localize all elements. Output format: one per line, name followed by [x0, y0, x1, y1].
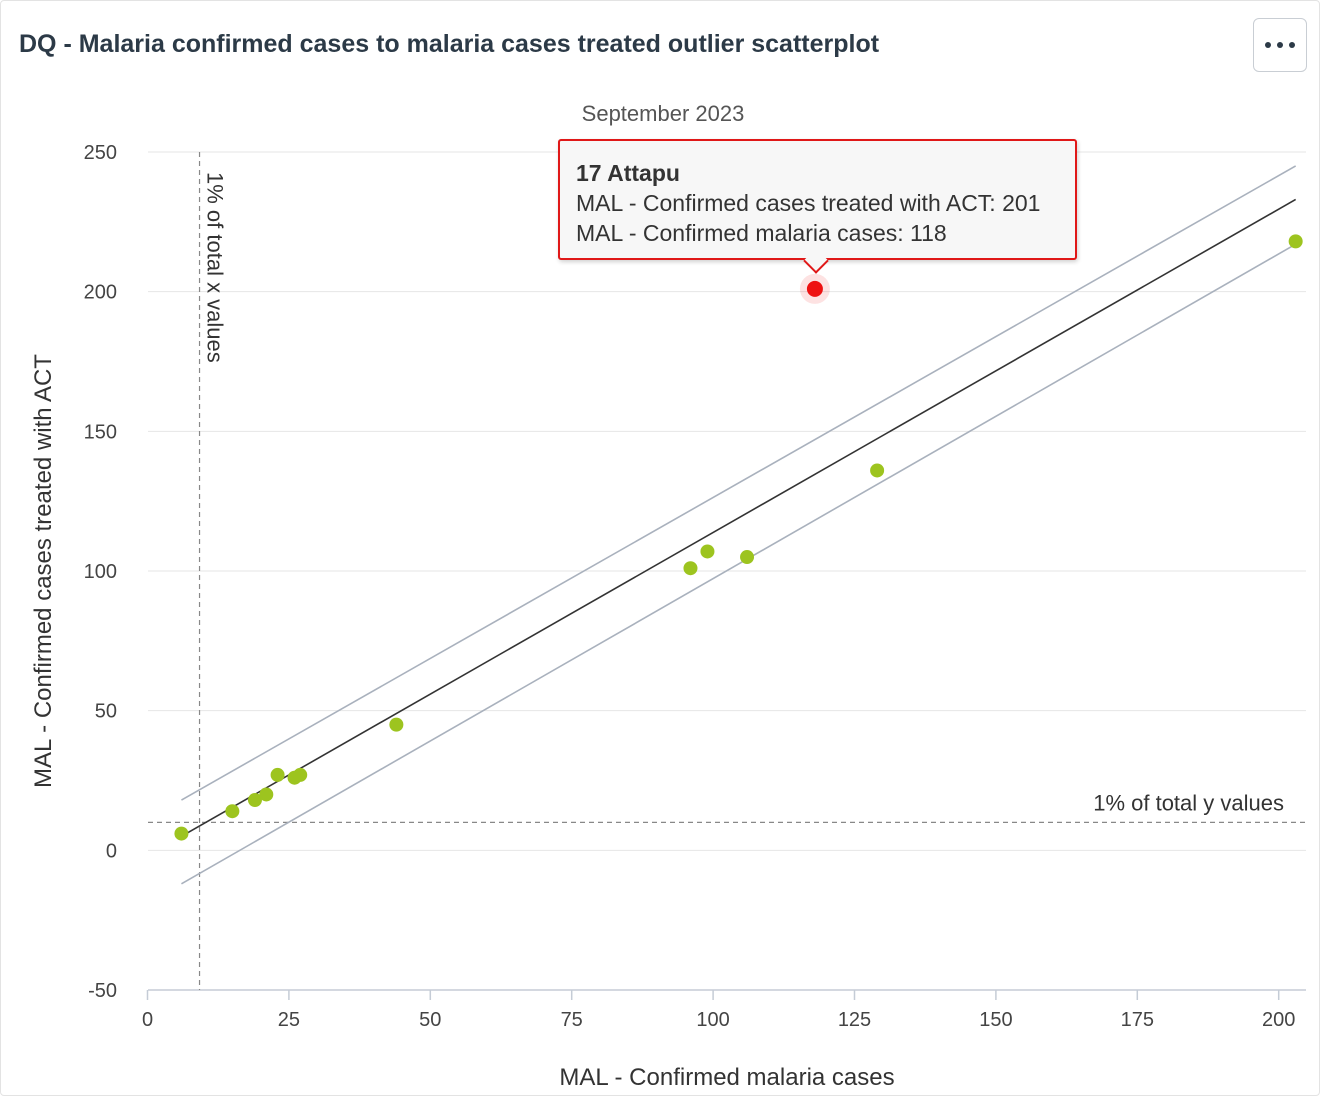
data-point — [247, 793, 262, 808]
y-axis-label: MAL - Confirmed cases treated with ACT — [30, 354, 57, 788]
x-tick-label: 200 — [1262, 1009, 1295, 1031]
upper-bound-line — [181, 165, 1297, 801]
data-point — [259, 787, 274, 802]
tooltip-org-unit: 17 Attapu — [576, 160, 680, 186]
more-horizontal-icon — [1265, 42, 1295, 48]
data-point — [225, 804, 240, 819]
outlier-point — [806, 280, 823, 297]
x-tick-label: 0 — [142, 1009, 153, 1031]
data-point — [740, 550, 755, 565]
data-point — [293, 767, 308, 782]
y-tick-label: 50 — [95, 701, 117, 723]
x-axis-label: MAL - Confirmed malaria cases — [559, 1064, 894, 1091]
y-tick-label: -50 — [88, 980, 117, 1002]
point-tooltip: 17 Attapu MAL - Confirmed cases treated … — [558, 139, 1077, 274]
y-tick-label: 100 — [84, 561, 117, 583]
x-threshold-label: 1% of total x values — [203, 172, 228, 363]
chart-subtitle: September 2023 — [582, 101, 745, 126]
more-options-button[interactable] — [1253, 18, 1307, 72]
x-tick-label: 75 — [561, 1009, 583, 1031]
y-tick-label: 200 — [84, 282, 117, 304]
data-point — [683, 561, 698, 576]
x-tick-label: 125 — [838, 1009, 871, 1031]
data-point — [389, 717, 404, 732]
x-tick-label: 150 — [979, 1009, 1012, 1031]
x-tick-label: 50 — [419, 1009, 441, 1031]
y-tick-label: 0 — [106, 840, 117, 862]
data-point — [270, 767, 285, 782]
data-point — [870, 463, 885, 478]
y-threshold-label: 1% of total y values — [1093, 790, 1284, 815]
y-tick-label: 250 — [84, 142, 117, 164]
x-tick-label: 25 — [278, 1009, 300, 1031]
tooltip-y-value: MAL - Confirmed cases treated with ACT: … — [576, 190, 1041, 216]
x-tick-label: 175 — [1121, 1009, 1154, 1031]
data-point — [174, 826, 189, 841]
tooltip-x-value: MAL - Confirmed malaria cases: 118 — [576, 220, 947, 246]
data-point — [700, 544, 715, 559]
regression-line — [181, 198, 1297, 838]
data-point — [1288, 234, 1303, 249]
y-tick-label: 150 — [84, 421, 117, 443]
lower-bound-line — [181, 243, 1297, 885]
x-tick-label: 100 — [696, 1009, 729, 1031]
chart-title: DQ - Malaria confirmed cases to malaria … — [19, 30, 880, 58]
